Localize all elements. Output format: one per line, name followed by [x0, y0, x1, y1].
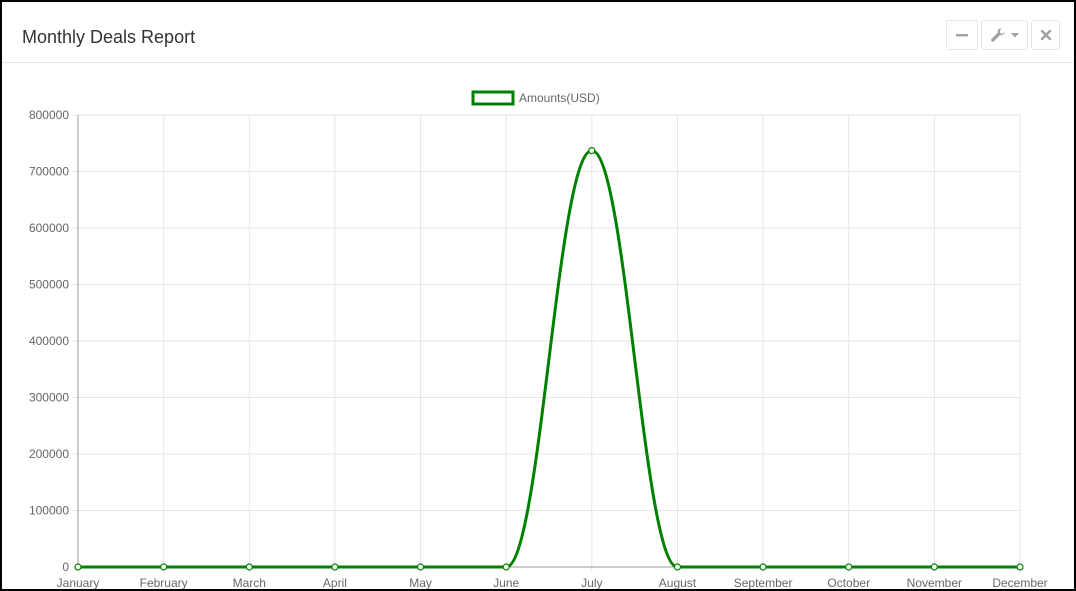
data-point[interactable]	[160, 563, 168, 571]
legend-swatch	[471, 90, 515, 106]
data-point[interactable]	[930, 563, 938, 571]
close-icon	[1040, 29, 1051, 41]
data-point[interactable]	[673, 563, 682, 571]
y-tick-label: 300000	[29, 391, 69, 405]
tools-dropdown-button[interactable]	[981, 20, 1028, 50]
panel-title: Monthly Deals Report	[22, 27, 196, 47]
y-tick-label: 700000	[29, 165, 69, 179]
y-tick-label: 800000	[29, 108, 69, 122]
series-line	[77, 149, 1020, 569]
x-tick-label: August	[659, 576, 697, 589]
x-tick-label: February	[140, 576, 188, 589]
y-tick-label: 600000	[29, 221, 69, 235]
wrench-icon	[990, 28, 1005, 42]
chart-series	[74, 146, 1024, 571]
data-point[interactable]	[845, 563, 853, 571]
minimize-button[interactable]	[946, 20, 978, 50]
x-tick-label: March	[233, 576, 266, 589]
legend-label: Amounts(USD)	[519, 91, 600, 105]
chart-legend: Amounts(USD)	[471, 90, 600, 106]
y-tick-label: 0	[62, 560, 69, 574]
data-point[interactable]	[759, 563, 767, 571]
panel-header: Monthly Deals Report	[2, 2, 1074, 63]
data-point[interactable]	[245, 563, 253, 571]
data-point[interactable]	[74, 563, 82, 571]
x-tick-label: April	[323, 576, 347, 589]
x-tick-label: May	[409, 576, 432, 589]
x-tick-label: January	[57, 576, 100, 589]
minus-icon	[956, 34, 968, 37]
x-tick-label: November	[907, 576, 962, 589]
close-button[interactable]	[1031, 20, 1060, 50]
y-tick-label: 400000	[29, 334, 69, 348]
data-point[interactable]	[416, 563, 425, 571]
x-tick-label: October	[827, 576, 870, 589]
x-tick-label: June	[493, 576, 519, 589]
x-tick-label: December	[992, 576, 1047, 589]
caret-down-icon	[1010, 33, 1019, 38]
data-point[interactable]	[588, 146, 596, 155]
data-point[interactable]	[331, 563, 339, 571]
x-tick-label: July	[581, 576, 602, 589]
chart-grid	[72, 114, 1021, 572]
y-tick-label: 500000	[29, 278, 69, 292]
y-tick-label: 200000	[29, 447, 69, 461]
data-point[interactable]	[502, 563, 510, 571]
y-tick-label: 100000	[29, 504, 69, 518]
data-point[interactable]	[1016, 563, 1024, 571]
chart-axes: 0 100000 200000 300000 400000 500000 600000 700…	[29, 108, 1048, 589]
x-tick-label: September	[734, 576, 793, 589]
